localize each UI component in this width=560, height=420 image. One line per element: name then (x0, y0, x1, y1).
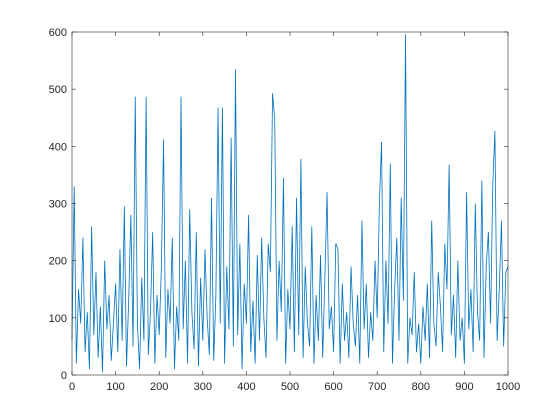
x-tick-label: 900 (455, 381, 473, 393)
x-tick-label: 0 (69, 381, 75, 393)
x-tick-label: 500 (281, 381, 299, 393)
x-tick-label: 1000 (496, 381, 520, 393)
y-tick-label: 0 (61, 370, 67, 382)
y-tick-label: 500 (49, 84, 67, 96)
x-tick-label: 400 (237, 381, 255, 393)
y-tick-label: 200 (49, 256, 67, 268)
x-tick-label: 700 (368, 381, 386, 393)
x-tick-label: 100 (106, 381, 124, 393)
x-tick-label: 600 (324, 381, 342, 393)
y-tick-label: 300 (49, 199, 67, 211)
y-tick-label: 100 (49, 313, 67, 325)
x-tick-label: 300 (194, 381, 212, 393)
y-tick-label: 600 (49, 27, 67, 39)
x-tick-label: 200 (150, 381, 168, 393)
y-tick-label: 400 (49, 141, 67, 153)
data-line (71, 34, 509, 373)
x-tick-label: 800 (412, 381, 430, 393)
